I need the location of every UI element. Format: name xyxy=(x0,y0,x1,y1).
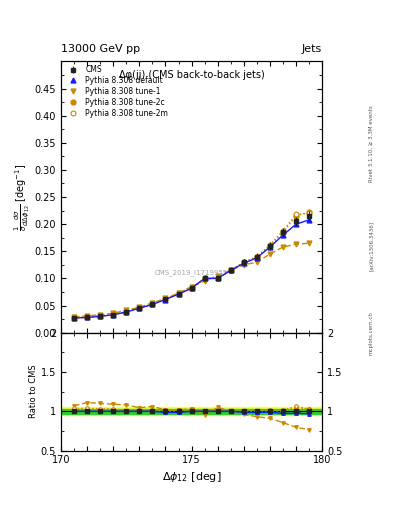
Y-axis label: $\frac{1}{\sigma}\frac{d\sigma}{d\Delta\phi_{12}}$ [deg$^{-1}$]: $\frac{1}{\sigma}\frac{d\sigma}{d\Delta\… xyxy=(12,163,32,231)
Line: Pythia 8.308 tune-1: Pythia 8.308 tune-1 xyxy=(72,241,312,319)
Pythia 8.308 default xyxy=(189,285,194,291)
Pythia 8.308 default xyxy=(202,275,207,282)
Line: Pythia 8.308 default: Pythia 8.308 default xyxy=(72,218,312,321)
Pythia 8.308 tune-2c xyxy=(215,275,220,282)
Pythia 8.308 tune-2c xyxy=(85,314,90,321)
Pythia 8.308 tune-2m xyxy=(163,296,168,302)
Pythia 8.308 tune-2c xyxy=(307,209,312,216)
Pythia 8.308 tune-2c xyxy=(268,243,272,249)
Pythia 8.308 tune-2m xyxy=(85,314,90,320)
Pythia 8.308 tune-2c xyxy=(294,213,299,219)
Pythia 8.308 tune-2m xyxy=(215,275,220,282)
Pythia 8.308 tune-1 xyxy=(189,284,194,290)
Pythia 8.308 tune-2c xyxy=(281,229,285,236)
Text: CMS_2019_I1719955: CMS_2019_I1719955 xyxy=(155,270,228,276)
Pythia 8.308 default xyxy=(294,221,299,227)
Pythia 8.308 tune-2m xyxy=(176,290,181,296)
Pythia 8.308 tune-2c xyxy=(176,290,181,296)
Pythia 8.308 tune-2c xyxy=(163,296,168,302)
Pythia 8.308 default xyxy=(124,309,129,315)
Pythia 8.308 tune-2m xyxy=(202,275,207,282)
Text: Jets: Jets xyxy=(302,44,322,54)
Bar xyxy=(61,409,322,414)
Pythia 8.308 default xyxy=(176,291,181,297)
Pythia 8.308 tune-1 xyxy=(137,304,142,310)
Pythia 8.308 tune-1 xyxy=(228,267,233,273)
Pythia 8.308 tune-1 xyxy=(98,312,103,318)
Text: Rivet 3.1.10, ≥ 3.3M events: Rivet 3.1.10, ≥ 3.3M events xyxy=(369,105,374,182)
Pythia 8.308 tune-1 xyxy=(255,259,259,265)
Pythia 8.308 tune-1 xyxy=(111,310,116,316)
Pythia 8.308 default xyxy=(98,313,103,319)
Pythia 8.308 default xyxy=(307,217,312,223)
Pythia 8.308 tune-1 xyxy=(241,262,246,268)
Pythia 8.308 tune-2c xyxy=(72,315,76,321)
Pythia 8.308 default xyxy=(241,260,246,266)
Pythia 8.308 tune-2m xyxy=(72,314,76,321)
Pythia 8.308 tune-2c xyxy=(202,275,207,282)
Pythia 8.308 tune-1 xyxy=(72,314,76,320)
Pythia 8.308 tune-1 xyxy=(202,278,207,284)
Pythia 8.308 tune-2c xyxy=(124,309,129,315)
Pythia 8.308 tune-2m xyxy=(189,285,194,291)
Pythia 8.308 default xyxy=(150,302,155,308)
Pythia 8.308 tune-2m xyxy=(98,313,103,319)
Pythia 8.308 default xyxy=(72,315,76,321)
Pythia 8.308 tune-2c xyxy=(189,285,194,291)
Pythia 8.308 tune-2m xyxy=(228,267,233,273)
Pythia 8.308 tune-1 xyxy=(215,272,220,279)
Pythia 8.308 default xyxy=(268,244,272,250)
Pythia 8.308 default xyxy=(137,305,142,311)
Pythia 8.308 tune-2m xyxy=(150,302,155,308)
Pythia 8.308 tune-2m xyxy=(294,211,299,218)
Pythia 8.308 tune-2c xyxy=(98,313,103,319)
Pythia 8.308 tune-2m xyxy=(255,253,259,260)
Pythia 8.308 tune-2m xyxy=(307,210,312,217)
Pythia 8.308 tune-1 xyxy=(150,300,155,306)
Legend: CMS, Pythia 8.308 default, Pythia 8.308 tune-1, Pythia 8.308 tune-2c, Pythia 8.3: CMS, Pythia 8.308 default, Pythia 8.308 … xyxy=(63,63,170,119)
Y-axis label: Ratio to CMS: Ratio to CMS xyxy=(29,365,38,418)
Pythia 8.308 default xyxy=(163,296,168,303)
Pythia 8.308 tune-2c xyxy=(241,259,246,265)
Pythia 8.308 tune-2m xyxy=(111,311,116,317)
Pythia 8.308 tune-1 xyxy=(281,244,285,250)
Pythia 8.308 tune-2c xyxy=(255,253,259,260)
Pythia 8.308 default xyxy=(228,267,233,273)
Line: Pythia 8.308 tune-2m: Pythia 8.308 tune-2m xyxy=(72,211,312,320)
Text: mcplots.cern.ch: mcplots.cern.ch xyxy=(369,311,374,355)
Pythia 8.308 tune-1 xyxy=(268,251,272,257)
Pythia 8.308 tune-2m xyxy=(281,228,285,234)
Line: Pythia 8.308 tune-2c: Pythia 8.308 tune-2c xyxy=(72,210,312,321)
Pythia 8.308 tune-1 xyxy=(294,241,299,247)
Pythia 8.308 tune-2m xyxy=(268,242,272,248)
Pythia 8.308 tune-2m xyxy=(241,259,246,265)
Bar xyxy=(61,408,322,415)
Pythia 8.308 tune-1 xyxy=(85,313,90,319)
Pythia 8.308 tune-2m xyxy=(124,309,129,315)
Pythia 8.308 tune-2c xyxy=(137,305,142,311)
Pythia 8.308 tune-2c xyxy=(111,312,116,318)
Text: [arXiv:1306.3436]: [arXiv:1306.3436] xyxy=(369,221,374,271)
X-axis label: $\Delta\phi_{12}$ [deg]: $\Delta\phi_{12}$ [deg] xyxy=(162,470,221,484)
Pythia 8.308 tune-2c xyxy=(228,267,233,273)
Pythia 8.308 tune-2c xyxy=(150,302,155,308)
Pythia 8.308 tune-1 xyxy=(163,295,168,302)
Pythia 8.308 tune-1 xyxy=(176,290,181,296)
Pythia 8.308 default xyxy=(255,255,259,261)
Pythia 8.308 tune-1 xyxy=(307,240,312,246)
Pythia 8.308 default xyxy=(215,275,220,282)
Pythia 8.308 default xyxy=(111,312,116,318)
Pythia 8.308 tune-2m xyxy=(137,305,142,311)
Text: Δφ(jj) (CMS back-to-back jets): Δφ(jj) (CMS back-to-back jets) xyxy=(119,70,264,79)
Pythia 8.308 tune-1 xyxy=(124,307,129,313)
Pythia 8.308 default xyxy=(85,314,90,321)
Text: 13000 GeV pp: 13000 GeV pp xyxy=(61,44,140,54)
Pythia 8.308 default xyxy=(281,232,285,238)
